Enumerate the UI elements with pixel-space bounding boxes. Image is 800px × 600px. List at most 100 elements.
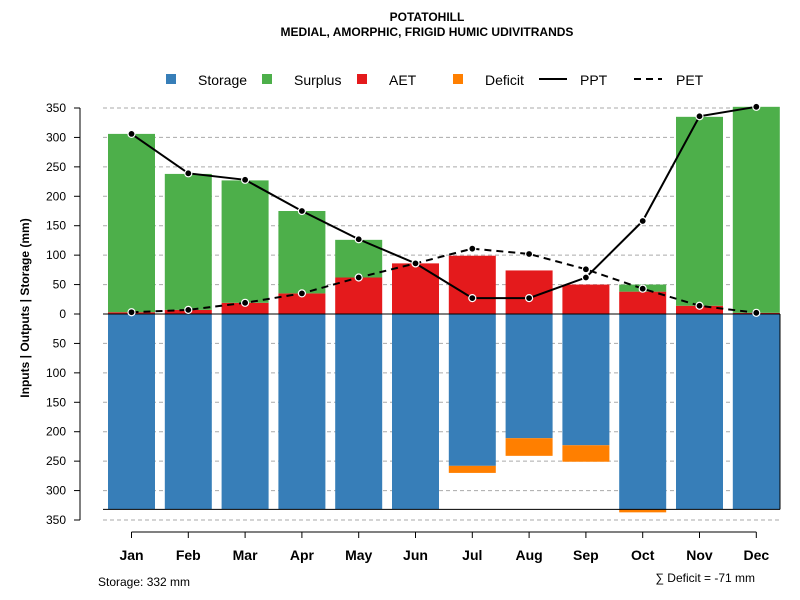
x-tick-label-dec: Dec: [743, 547, 769, 563]
legend-swatch-deficit: [453, 74, 463, 84]
legend-swatch-aet: [357, 74, 367, 84]
line-ppt: [130, 105, 757, 300]
legend-label-deficit: Deficit: [485, 72, 524, 88]
y-tick-label: 300: [46, 130, 66, 144]
x-tick-label-jul: Jul: [462, 547, 482, 563]
bar-aet-jul: [448, 255, 496, 314]
bar-deficit-jul: [448, 465, 496, 473]
y-tick-label: 350: [46, 513, 66, 527]
bar-surplus-apr: [278, 211, 326, 294]
point-pet-mar: [241, 298, 250, 307]
point-pet-dec: [752, 308, 761, 317]
bar-deficit-oct: [619, 509, 667, 513]
point-pet-sep: [581, 265, 591, 274]
point-ppt-mar: [241, 175, 250, 184]
x-tick-label-may: May: [345, 547, 372, 563]
point-pet-nov: [695, 301, 704, 310]
legend-label-storage: Storage: [198, 72, 247, 88]
legend-swatch-storage: [166, 74, 176, 84]
point-ppt-jul: [468, 294, 477, 303]
bar-storage-may: [335, 314, 383, 510]
bar-storage-oct: [619, 314, 667, 510]
y-tick-label: 350: [46, 101, 66, 115]
legend-label-pet: PET: [676, 72, 704, 88]
point-ppt-jan: [127, 129, 136, 138]
bar-surplus-feb: [164, 173, 212, 310]
y-tick-label: 50: [53, 278, 67, 292]
bar-surplus-dec: [732, 106, 780, 313]
bar-storage-apr: [278, 314, 326, 510]
bar-aet-sep: [562, 284, 610, 314]
x-tick-label-jun: Jun: [403, 547, 428, 563]
point-ppt-apr: [297, 206, 306, 216]
legend: Storage Surplus AET Deficit PPT PET: [166, 72, 704, 88]
y-tick-label: 300: [46, 484, 66, 498]
x-tick-label-nov: Nov: [686, 547, 713, 563]
axes: 350 300 250 200 150 100 50 0 50 100 150 200 250 300 35…: [46, 101, 769, 563]
bar-deficit-aug: [505, 438, 553, 456]
bar-storage-mar: [221, 314, 269, 510]
bar-storage-sep: [562, 314, 610, 446]
y-tick-label: 100: [46, 248, 66, 262]
legend-label-surplus: Surplus: [294, 72, 341, 88]
y-tick-label: 0: [59, 307, 66, 321]
legend-label-ppt: PPT: [580, 72, 608, 88]
point-pet-feb: [184, 305, 193, 314]
point-ppt-sep: [581, 273, 591, 282]
bar-aet-mar: [221, 302, 269, 314]
bar-storage-dec: [732, 314, 780, 510]
chart-title: POTATOHILL: [390, 10, 465, 24]
y-tick-label: 150: [46, 219, 66, 233]
point-pet-apr: [297, 289, 306, 298]
legend-label-aet: AET: [389, 72, 417, 88]
y-tick-label: 150: [46, 395, 66, 409]
bar-surplus-nov: [676, 116, 723, 306]
bar-storage-aug: [505, 314, 553, 439]
y-axis-label: Inputs | Outputs | Storage (mm): [18, 218, 32, 397]
bar-storage-jan: [108, 314, 155, 510]
point-pet-aug: [524, 249, 534, 259]
point-pet-oct: [638, 284, 647, 293]
point-pet-jan: [127, 308, 136, 317]
series-lines: [103, 102, 781, 510]
point-ppt-nov: [695, 112, 704, 121]
x-tick-label-jan: Jan: [119, 547, 143, 563]
bar-aet-may: [335, 277, 383, 314]
bar-surplus-mar: [221, 180, 269, 303]
x-tick-label-apr: Apr: [290, 547, 315, 563]
gridlines: [103, 107, 780, 521]
point-pet-may: [354, 273, 363, 282]
bar-aet-apr: [278, 293, 326, 314]
bar-surplus-jan: [108, 133, 155, 313]
point-ppt-dec: [752, 102, 761, 111]
bar-aet-nov: [676, 305, 723, 314]
point-ppt-feb: [184, 169, 193, 178]
x-tick-label-sep: Sep: [573, 547, 599, 563]
x-tick-label-feb: Feb: [176, 547, 201, 563]
y-tick-label: 250: [46, 454, 66, 468]
bar-storage-nov: [676, 314, 723, 510]
bar-deficit-sep: [562, 445, 610, 462]
deficit-note: ∑ Deficit = -71 mm: [655, 571, 755, 585]
bar-storage-jun: [392, 314, 439, 510]
storage-note: Storage: 332 mm: [98, 575, 190, 589]
bar-aet-jun: [392, 263, 439, 314]
y-tick-label: 200: [46, 189, 66, 203]
line-pet: [131, 247, 757, 314]
point-ppt-may: [354, 235, 363, 244]
x-tick-label-aug: Aug: [515, 547, 542, 563]
bar-storage-feb: [164, 314, 212, 510]
x-tick-label-oct: Oct: [631, 547, 655, 563]
y-tick-label: 100: [46, 366, 66, 380]
point-pet-jul: [468, 244, 477, 253]
point-pet-jun: [411, 259, 420, 268]
point-ppt-oct: [638, 216, 647, 226]
legend-swatch-surplus: [262, 74, 272, 84]
bars: [108, 106, 780, 513]
bar-aet-oct: [619, 291, 667, 314]
y-tick-label: 50: [53, 336, 67, 350]
bar-storage-jul: [448, 314, 496, 466]
y-tick-label: 250: [46, 160, 66, 174]
point-ppt-aug: [524, 294, 534, 303]
